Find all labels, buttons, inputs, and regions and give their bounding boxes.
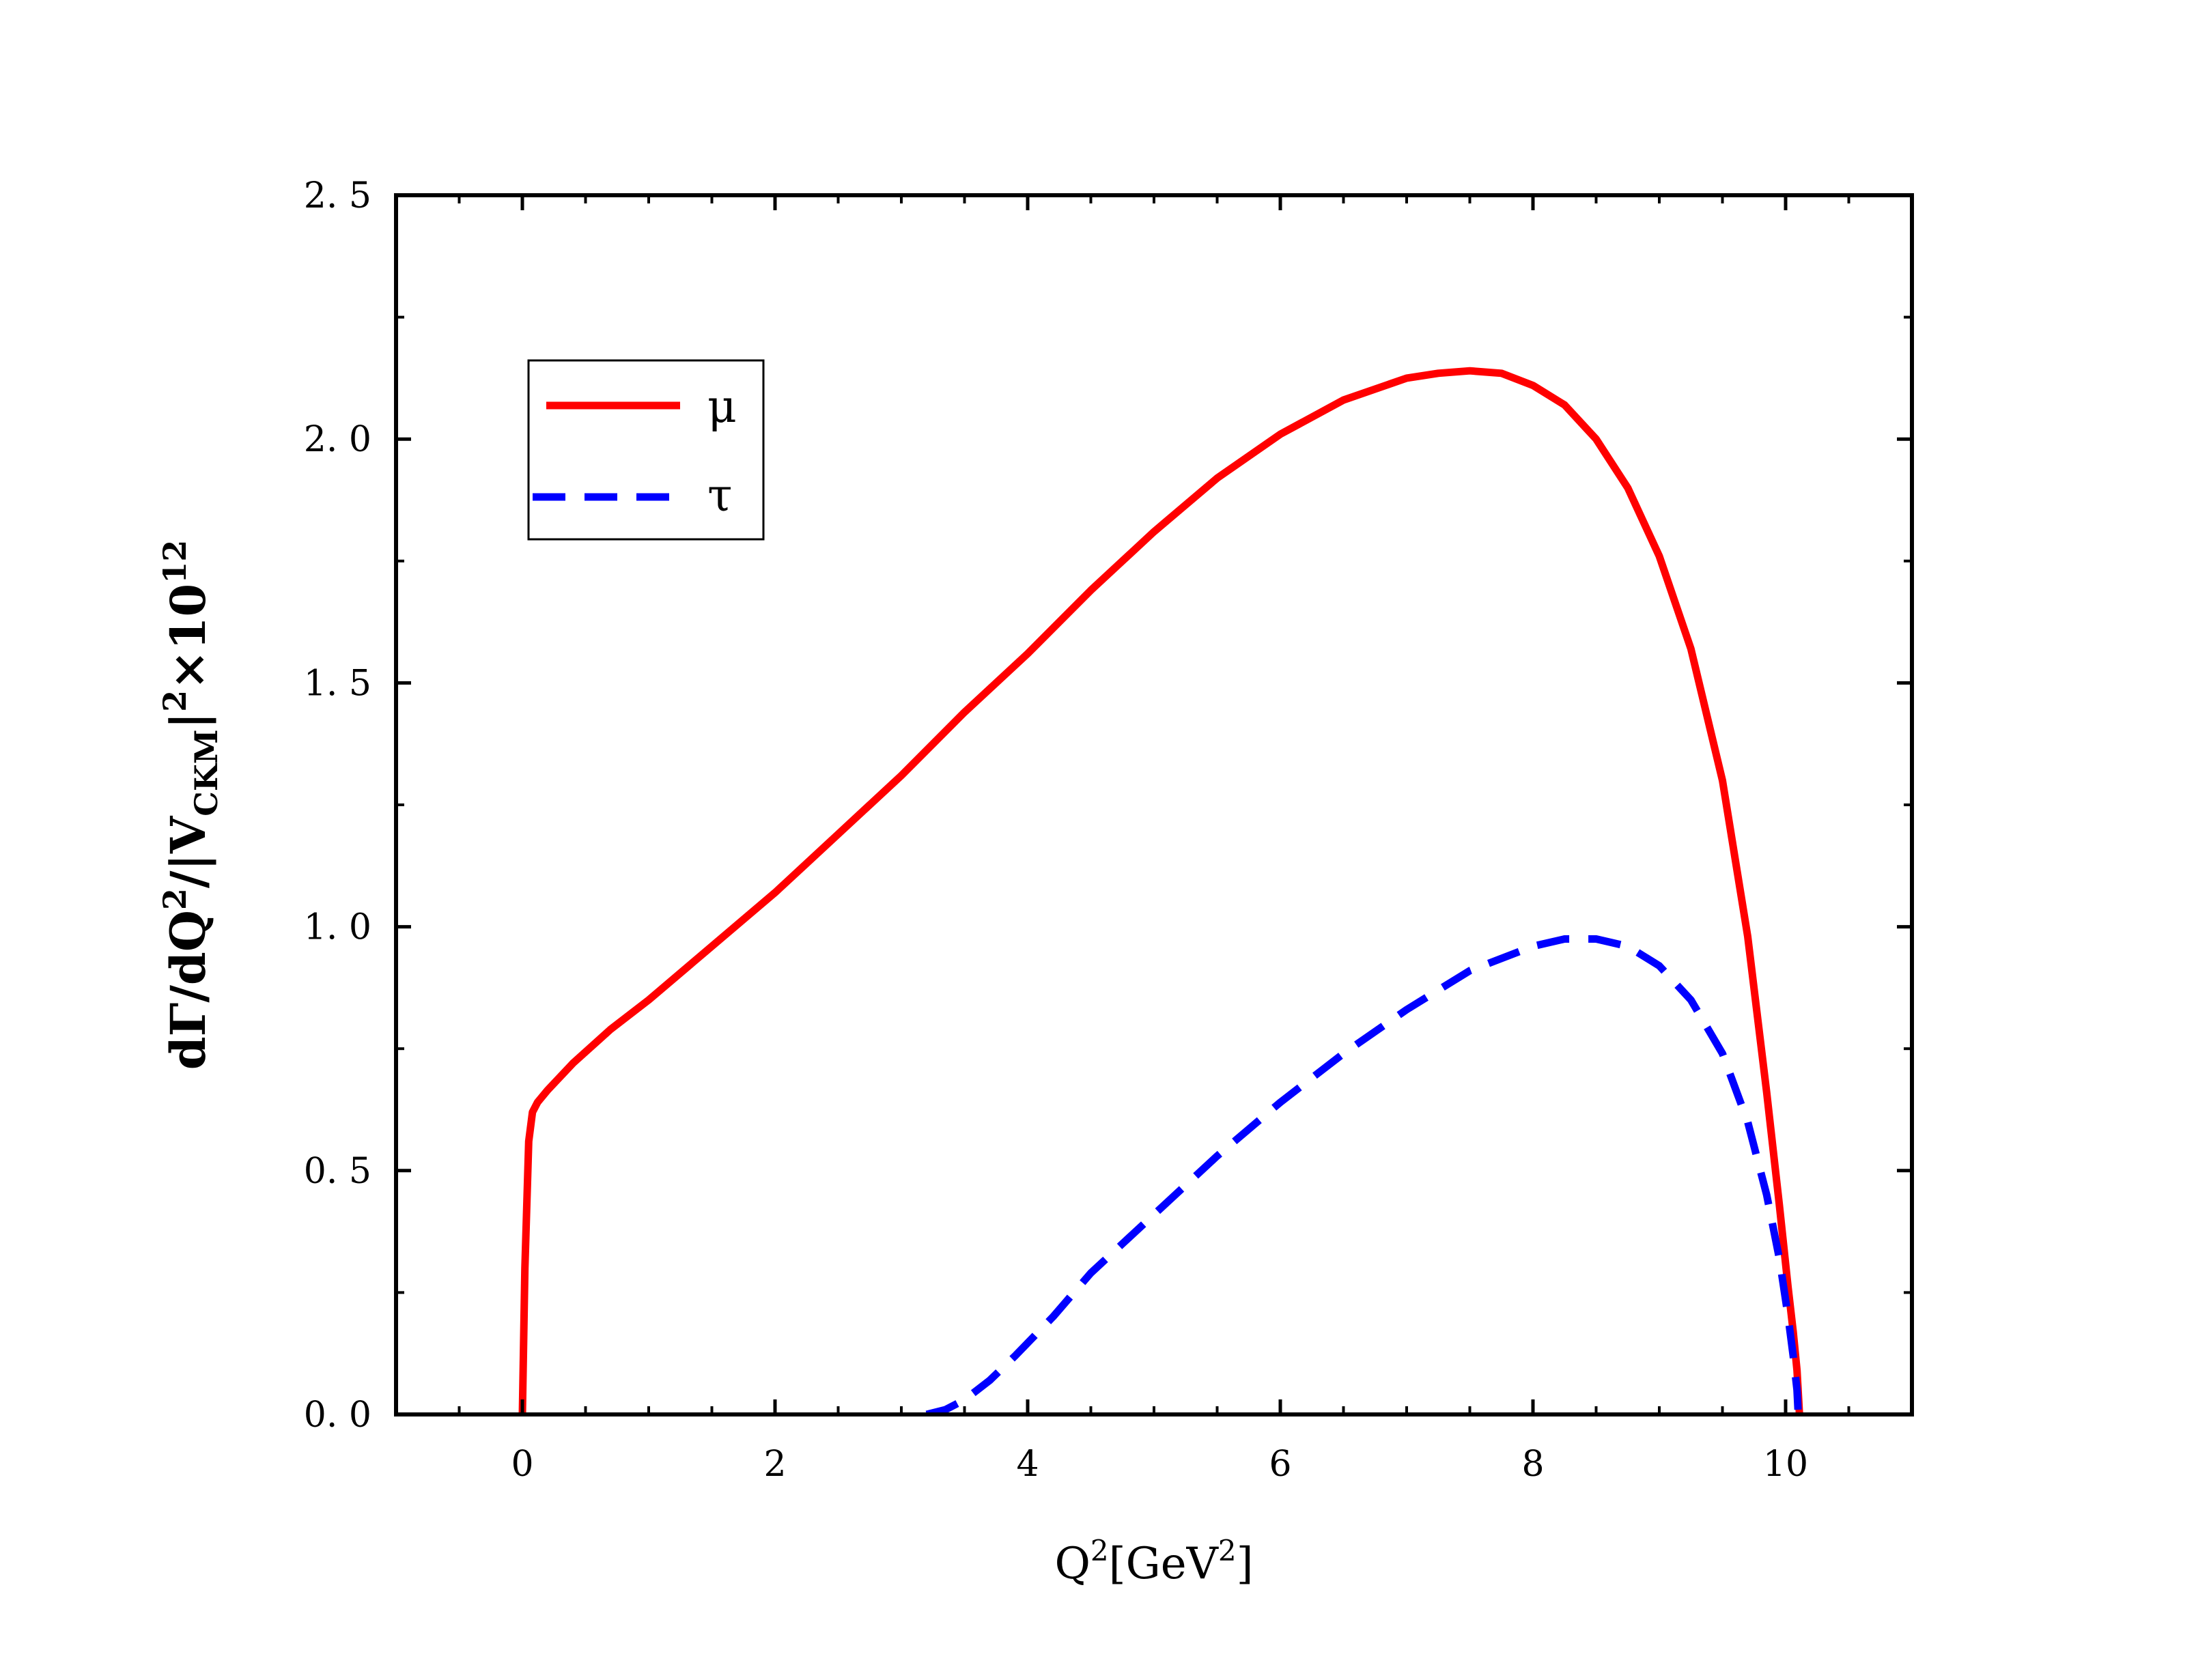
y-tick-label: 1. 0 — [304, 907, 371, 948]
y-tick-label: 1. 5 — [304, 663, 371, 704]
legend-box — [527, 359, 765, 541]
x-tick-label: 10 — [1763, 1444, 1808, 1485]
y-tick-label: 0. 5 — [304, 1151, 371, 1192]
x-tick-label: 2 — [763, 1444, 786, 1485]
axis-ticks: 0 2 4 6 8 10 0. 0 0. 5 1. 0 1. 5 2. 0 2. 5 — [304, 175, 1912, 1485]
x-tick-label: 8 — [1521, 1444, 1544, 1485]
series-line-0 — [518, 367, 1803, 1414]
x-tick-label: 4 — [1016, 1444, 1039, 1485]
legend: μ τ — [527, 359, 765, 541]
series-line-1 — [925, 935, 1802, 1414]
y-axis-label: dΓ/dQ2/|VCKM|2×1012 — [156, 540, 225, 1070]
y-tick-label: 2. 5 — [304, 175, 371, 216]
plot-content — [518, 367, 1803, 1414]
y-tick-label: 2. 0 — [304, 419, 371, 460]
legend-label-mu: μ — [707, 380, 737, 433]
x-tick-label: 6 — [1269, 1444, 1291, 1485]
y-tick-label: 0. 0 — [304, 1395, 371, 1436]
legend-label-tau: τ — [707, 469, 733, 522]
x-axis-label: Q2[GeV2] — [1054, 1534, 1253, 1589]
x-tick-label: 0 — [511, 1444, 533, 1485]
